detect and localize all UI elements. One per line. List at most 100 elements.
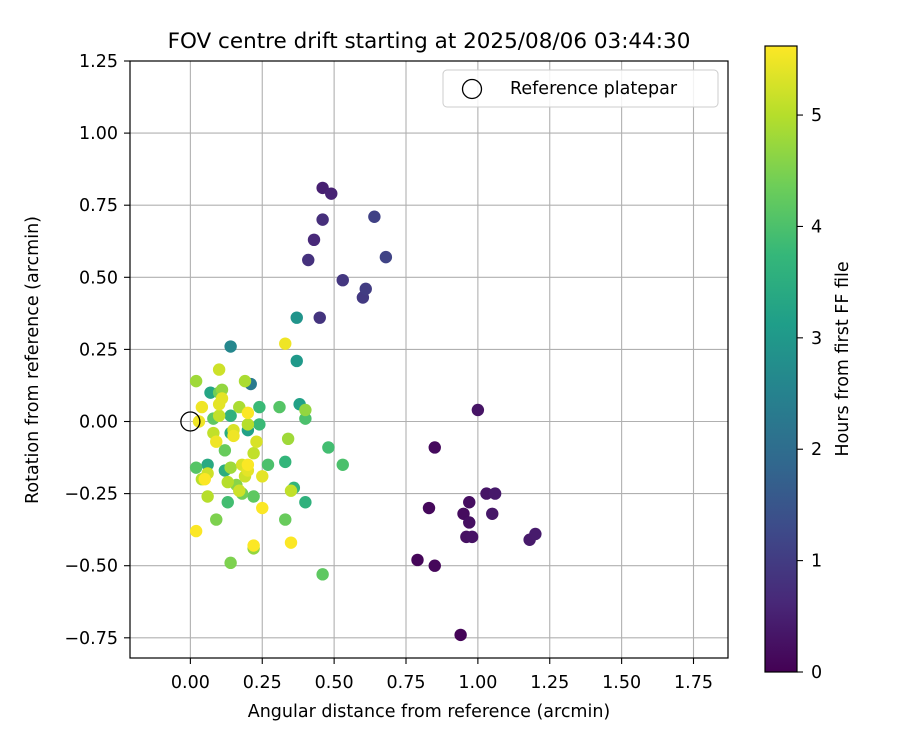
data-point bbox=[422, 501, 436, 515]
y-tick-label: −0.25 bbox=[64, 485, 118, 505]
legend-box bbox=[442, 69, 719, 108]
data-point bbox=[192, 415, 206, 428]
colorbar-label: Hours from first FF file bbox=[833, 261, 853, 456]
data-point bbox=[428, 559, 441, 572]
chart-title: FOV centre drift starting at 2025/08/06 … bbox=[168, 29, 691, 54]
data-point bbox=[316, 568, 329, 581]
data-point bbox=[189, 524, 203, 538]
data-points bbox=[189, 181, 542, 642]
data-point bbox=[379, 250, 393, 264]
data-point bbox=[221, 496, 234, 509]
data-point bbox=[189, 374, 203, 388]
data-point bbox=[212, 409, 226, 422]
data-point bbox=[471, 403, 485, 417]
data-point bbox=[325, 187, 338, 200]
data-point bbox=[322, 441, 335, 454]
data-point bbox=[290, 311, 303, 324]
data-point bbox=[454, 628, 467, 642]
legend: Reference platepar bbox=[442, 69, 719, 108]
data-point bbox=[227, 429, 240, 443]
data-point bbox=[238, 374, 252, 388]
data-point bbox=[463, 516, 476, 529]
data-point bbox=[221, 475, 234, 489]
data-point bbox=[428, 441, 441, 454]
data-point bbox=[299, 412, 312, 425]
colorbar-tick-label: 3 bbox=[811, 329, 822, 349]
x-tick-label: 0.50 bbox=[315, 673, 354, 693]
data-point bbox=[480, 487, 493, 500]
data-point bbox=[336, 273, 349, 287]
data-point bbox=[465, 530, 479, 544]
x-tick-label: 1.50 bbox=[602, 673, 641, 693]
data-point bbox=[201, 490, 214, 503]
data-point bbox=[488, 487, 502, 500]
colorbar-tick-label: 4 bbox=[811, 217, 822, 237]
plot-frame bbox=[129, 60, 729, 659]
y-tick-label: 0.00 bbox=[79, 413, 118, 433]
data-point bbox=[195, 400, 209, 414]
data-point bbox=[411, 553, 424, 567]
data-point bbox=[204, 386, 217, 399]
legend-entry-reference: Reference platepar bbox=[510, 79, 678, 99]
data-point bbox=[247, 539, 260, 552]
data-point bbox=[253, 400, 266, 414]
y-tick-label: 0.25 bbox=[79, 340, 118, 360]
data-point bbox=[215, 383, 229, 396]
y-tick-label: 1.00 bbox=[79, 124, 118, 144]
data-point bbox=[279, 455, 292, 469]
data-point bbox=[247, 447, 260, 460]
reference-marker bbox=[180, 411, 201, 432]
data-point bbox=[368, 210, 381, 223]
data-point bbox=[279, 337, 292, 350]
y-tick-label: 0.75 bbox=[79, 196, 118, 216]
x-axis-label: Angular distance from reference (arcmin) bbox=[248, 702, 611, 722]
data-point bbox=[241, 418, 255, 431]
data-point bbox=[316, 213, 329, 226]
x-tick-label: 0.25 bbox=[243, 673, 282, 693]
data-point bbox=[273, 400, 286, 414]
x-tick-label: 1.25 bbox=[530, 673, 569, 693]
legend-reference-symbol bbox=[461, 78, 483, 100]
colorbar-tick-label: 2 bbox=[811, 440, 822, 460]
data-point bbox=[313, 311, 326, 324]
y-tick-label: 0.50 bbox=[79, 268, 118, 288]
data-point bbox=[201, 458, 214, 471]
x-tick-label: 1.75 bbox=[674, 673, 713, 693]
reference-platepar-point bbox=[180, 411, 201, 432]
data-point bbox=[212, 363, 226, 376]
data-point bbox=[307, 233, 321, 247]
data-point bbox=[215, 392, 229, 405]
y-axis-ticks: −0.75 −0.50 −0.25 0.00 0.25 0.50 0.75 1.00 1.25 bbox=[64, 52, 130, 649]
data-point bbox=[529, 527, 542, 541]
data-point bbox=[302, 253, 315, 267]
data-point bbox=[241, 406, 255, 420]
data-point bbox=[253, 418, 266, 431]
data-point bbox=[299, 496, 312, 509]
data-point bbox=[284, 536, 298, 549]
data-point bbox=[224, 461, 237, 474]
colorbar-tick-label: 1 bbox=[811, 552, 822, 572]
y-axis-label: Rotation from reference (arcmin) bbox=[23, 216, 43, 504]
data-point bbox=[247, 490, 260, 503]
data-point bbox=[486, 507, 499, 520]
colorbar-tick-label: 5 bbox=[811, 106, 822, 126]
data-point bbox=[281, 432, 295, 446]
data-point bbox=[210, 513, 223, 526]
data-point bbox=[233, 484, 246, 497]
data-point bbox=[224, 340, 237, 353]
data-point bbox=[284, 484, 298, 497]
data-point bbox=[279, 513, 292, 526]
data-point bbox=[198, 472, 211, 486]
colorbar bbox=[764, 45, 798, 673]
colorbar-ticks: 0 1 2 3 4 5 bbox=[797, 106, 822, 683]
data-point bbox=[256, 501, 269, 515]
data-point bbox=[241, 458, 255, 471]
data-point bbox=[250, 435, 263, 448]
y-tick-label: 1.25 bbox=[79, 52, 118, 72]
x-tick-label: 0.00 bbox=[171, 673, 210, 693]
x-axis-ticks: 0.00 0.25 0.50 0.75 1.00 1.25 1.50 1.75 bbox=[171, 658, 713, 693]
data-point bbox=[299, 403, 312, 417]
data-point bbox=[359, 282, 372, 296]
